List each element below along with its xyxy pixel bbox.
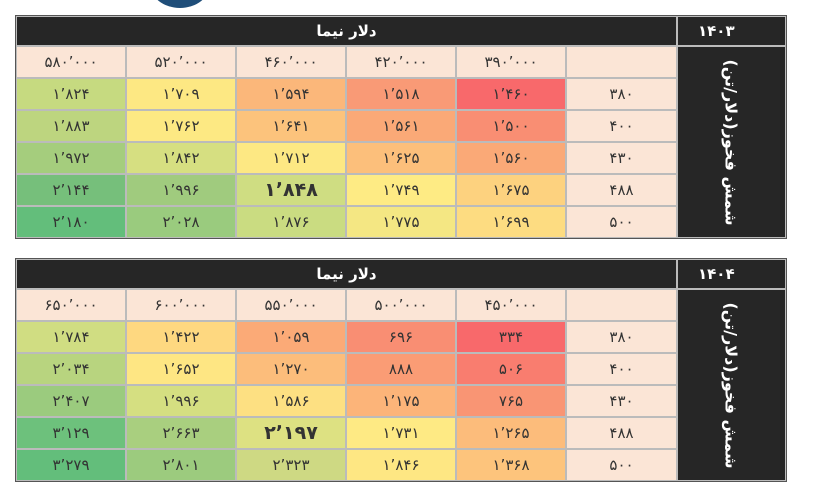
- row-header: ۴۳۰: [566, 142, 677, 174]
- corner: [566, 46, 677, 78]
- cell: ۱٬۷۶۲: [126, 110, 236, 142]
- column-header: ۵۰۰٬۰۰۰: [346, 289, 456, 321]
- side-label: شمش فخوز(دلار/تن): [677, 289, 786, 481]
- logo-fragment: [150, 0, 210, 8]
- column-header: ۴۵۰٬۰۰۰: [456, 289, 566, 321]
- cell: ۱٬۸۷۶: [236, 206, 346, 238]
- column-header: ۶۰۰٬۰۰۰: [126, 289, 236, 321]
- cell: ۳٬۲۷۹: [16, 449, 126, 481]
- cell: ۳٬۱۲۹: [16, 417, 126, 449]
- side-label-text: شمش فخوز(دلار/تن): [721, 301, 741, 469]
- cell: ۱٬۴۲۲: [126, 321, 236, 353]
- sensitivity-table: ۱۴۰۳ دلار نیما شمش فخوز(دلار/تن) ۳۹۰٬۰۰۰ ۴۲۰…: [15, 15, 787, 239]
- cell: ۱٬۵۸۶: [236, 385, 346, 417]
- cell: ۱٬۹۷۲: [16, 142, 126, 174]
- cell: ۱٬۷۴۹: [346, 174, 456, 206]
- cell: ۲٬۱۴۴: [16, 174, 126, 206]
- cell: ۲٬۰۲۸: [126, 206, 236, 238]
- header: دلار نیما: [16, 16, 677, 46]
- cell: ۱٬۶۷۵: [456, 174, 566, 206]
- cell: ۱٬۷۳۱: [346, 417, 456, 449]
- cell: ۲٬۸۰۱: [126, 449, 236, 481]
- row-header: ۴۰۰: [566, 353, 677, 385]
- row-header: ۴۰۰: [566, 110, 677, 142]
- cell: ۱٬۵۹۴: [236, 78, 346, 110]
- cell: ۱٬۴۶۰: [456, 78, 566, 110]
- cell: ۱٬۵۶۱: [346, 110, 456, 142]
- cell: ۱٬۱۷۵: [346, 385, 456, 417]
- cell: ۱٬۵۱۸: [346, 78, 456, 110]
- cell: ۱٬۹۹۶: [126, 385, 236, 417]
- cell: ۱٬۳۶۸: [456, 449, 566, 481]
- column-header: ۵۵۰٬۰۰۰: [236, 289, 346, 321]
- cell: ۱٬۶۴۱: [236, 110, 346, 142]
- year: ۱۴۰۳: [677, 16, 786, 46]
- cell: ۱٬۸۴۸: [236, 174, 346, 206]
- row-header: ۴۳۰: [566, 385, 677, 417]
- cell: ۷۶۵: [456, 385, 566, 417]
- cell: ۱٬۸۴۲: [126, 142, 236, 174]
- cell: ۱٬۷۸۴: [16, 321, 126, 353]
- cell: ۱٬۷۱۲: [236, 142, 346, 174]
- cell: ۱٬۸۴۶: [346, 449, 456, 481]
- cell: ۱٬۷۷۵: [346, 206, 456, 238]
- sensitivity-table: ۱۴۰۴ دلار نیما شمش فخوز(دلار/تن) ۴۵۰٬۰۰۰ ۵۰۰…: [15, 258, 787, 482]
- cell: ۲٬۶۶۳: [126, 417, 236, 449]
- row-header: ۴۸۸: [566, 174, 677, 206]
- cell: ۱٬۵۶۰: [456, 142, 566, 174]
- column-header: ۵۲۰٬۰۰۰: [126, 46, 236, 78]
- cell: ۲٬۰۳۴: [16, 353, 126, 385]
- side-label: شمش فخوز(دلار/تن): [677, 46, 786, 238]
- cell: ۱٬۶۵۲: [126, 353, 236, 385]
- row-header: ۳۸۰: [566, 78, 677, 110]
- cell: ۶۹۶: [346, 321, 456, 353]
- row-header: ۴۸۸: [566, 417, 677, 449]
- column-header: ۴۲۰٬۰۰۰: [346, 46, 456, 78]
- cell: ۳۳۴: [456, 321, 566, 353]
- header: دلار نیما: [16, 259, 677, 289]
- row-header: ۵۰۰: [566, 449, 677, 481]
- cell: ۲٬۳۲۳: [236, 449, 346, 481]
- column-header: ۵۸۰٬۰۰۰: [16, 46, 126, 78]
- cell: ۲٬۱۸۰: [16, 206, 126, 238]
- row-header: ۵۰۰: [566, 206, 677, 238]
- corner: [566, 289, 677, 321]
- cell: ۱٬۶۹۹: [456, 206, 566, 238]
- cell: ۱٬۸۸۳: [16, 110, 126, 142]
- side-label-text: شمش فخوز(دلار/تن): [721, 58, 741, 226]
- cell: ۲٬۴۰۷: [16, 385, 126, 417]
- column-header: ۶۵۰٬۰۰۰: [16, 289, 126, 321]
- row-header: ۳۸۰: [566, 321, 677, 353]
- cell: ۱٬۸۲۴: [16, 78, 126, 110]
- cell: ۱٬۲۶۵: [456, 417, 566, 449]
- cell: ۱٬۲۷۰: [236, 353, 346, 385]
- cell: ۸۸۸: [346, 353, 456, 385]
- column-header: ۴۶۰٬۰۰۰: [236, 46, 346, 78]
- cell: ۲٬۱۹۷: [236, 417, 346, 449]
- cell: ۱٬۶۲۵: [346, 142, 456, 174]
- column-header: ۳۹۰٬۰۰۰: [456, 46, 566, 78]
- cell: ۱٬۰۵۹: [236, 321, 346, 353]
- cell: ۱٬۵۰۰: [456, 110, 566, 142]
- cell: ۵۰۶: [456, 353, 566, 385]
- year: ۱۴۰۴: [677, 259, 786, 289]
- cell: ۱٬۷۰۹: [126, 78, 236, 110]
- cell: ۱٬۹۹۶: [126, 174, 236, 206]
